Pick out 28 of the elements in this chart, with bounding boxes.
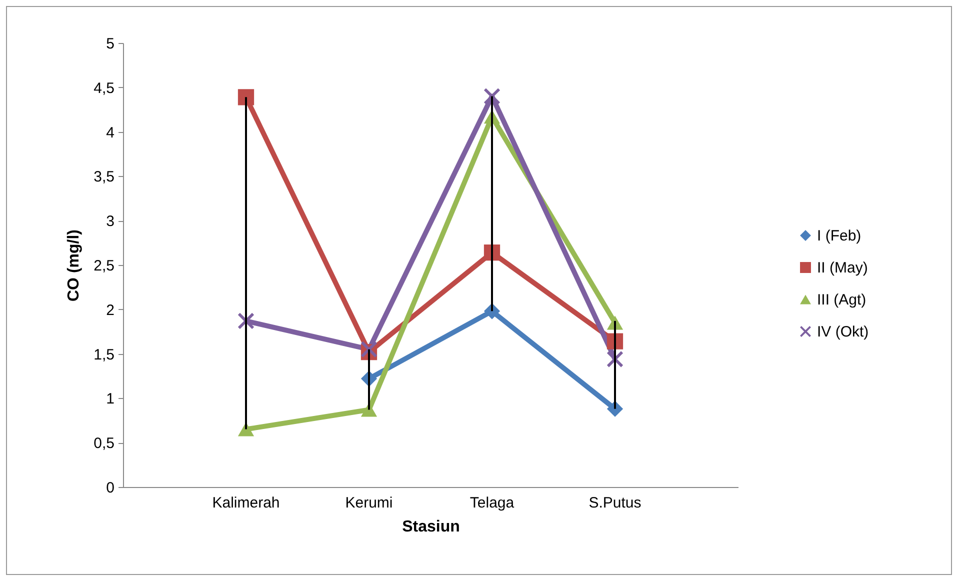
y-tick-label: 4 (106, 124, 114, 142)
point (360, 341, 378, 358)
y-tick-label: 2 (106, 302, 114, 319)
bar (368, 349, 370, 410)
x-tick-label: Kalimerah (212, 494, 280, 512)
y-tick-label: 5 (106, 36, 114, 52)
y-tick-label: 1 (106, 390, 114, 408)
y-tick-label: 2,5 (94, 258, 114, 274)
legend-label: I (Feb) (817, 228, 862, 244)
y-axis-title: CO (mg/l) (66, 230, 83, 302)
legend-label: II (May) (817, 260, 868, 276)
y-tick-label: 0 (106, 480, 114, 496)
point (484, 88, 500, 104)
x-tick-label: Telaga (470, 494, 515, 512)
legend-label: IV (Okt) (817, 324, 869, 340)
bar (614, 320, 616, 409)
y-tick-label: 3 (106, 213, 114, 230)
x-tick-label: Kerumi (345, 494, 393, 512)
x-tick-label: S.Putus (588, 494, 642, 512)
point (238, 89, 254, 106)
legend-label: III (Agt) (817, 292, 866, 308)
y-tick-label: 0,5 (94, 435, 114, 452)
bar (245, 97, 247, 430)
y-tick-label: 4,5 (94, 80, 114, 97)
y-tick-label: 1,5 (94, 346, 114, 364)
y-tick-label: 3,5 (94, 168, 114, 186)
bar (491, 96, 493, 312)
x-axis-title: Stasiun (402, 518, 460, 536)
